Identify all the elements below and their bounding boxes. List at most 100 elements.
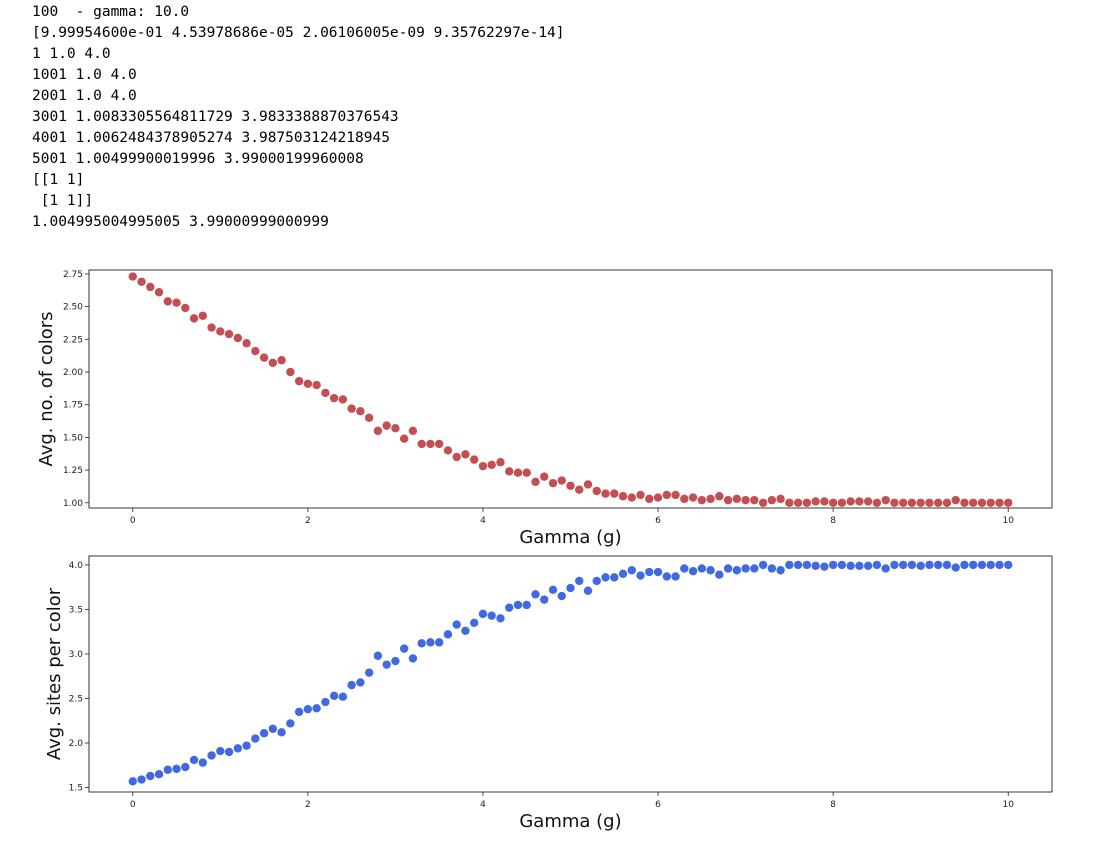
data-point [522, 600, 531, 610]
data-point [863, 561, 873, 570]
data-point [321, 388, 330, 398]
data-point [837, 498, 847, 507]
data-point [706, 494, 715, 504]
y-tick-label: 3.5 [69, 605, 83, 615]
data-point [408, 654, 418, 663]
output-line: 3001 1.0083305564811729 3.98333888703765… [32, 109, 399, 125]
data-point [583, 480, 593, 489]
y-tick-label: 2.75 [63, 270, 83, 280]
data-point [399, 434, 409, 443]
data-point [242, 339, 251, 348]
data-point [688, 566, 698, 576]
data-point [251, 346, 260, 356]
output-line: 1 1.0 4.0 [32, 46, 111, 62]
data-point [391, 656, 400, 666]
data-point [338, 395, 348, 404]
data-point [951, 563, 960, 572]
data-point [154, 288, 164, 297]
data-point [767, 495, 777, 505]
data-point [470, 618, 479, 627]
y-tick-label: 2.0 [69, 739, 84, 749]
data-point [426, 638, 435, 647]
data-point [863, 497, 873, 506]
output-line: 2001 1.0 4.0 [32, 88, 137, 104]
data-point [680, 564, 689, 573]
output-line: 1001 1.0 4.0 [32, 67, 137, 83]
data-point [898, 560, 908, 570]
data-point [583, 586, 593, 595]
data-point [820, 562, 829, 571]
data-point [259, 729, 269, 738]
data-point [671, 490, 680, 500]
data-point [181, 762, 190, 772]
data-point [207, 751, 216, 760]
data-point [505, 603, 514, 612]
data-point [557, 476, 566, 485]
y-tick-label: 2.25 [63, 335, 83, 345]
cell-output: 100 - gamma: 10.0 [9.99954600e-01 4.53978… [32, 2, 565, 233]
data-point [382, 660, 391, 669]
data-point [828, 498, 838, 507]
data-point [855, 497, 864, 506]
data-point [251, 734, 260, 743]
data-point [172, 298, 181, 307]
data-point [662, 490, 671, 500]
data-point [224, 747, 234, 757]
data-point [356, 678, 365, 687]
data-point [329, 691, 339, 701]
y-tick-label: 1.50 [63, 433, 83, 443]
data-point [303, 379, 313, 388]
output-line: 100 - gamma: 10.0 [32, 4, 190, 20]
data-point [977, 560, 987, 570]
data-point [802, 498, 812, 507]
data-point [662, 572, 671, 581]
output-line: [[1 1] [32, 172, 85, 188]
data-point [557, 591, 566, 601]
data-point [907, 498, 917, 507]
data-point [793, 560, 803, 570]
data-point [627, 493, 636, 502]
plot-area-frame [88, 555, 1053, 793]
x-tick-label: 8 [830, 516, 836, 526]
data-point [443, 446, 453, 455]
scatter-chart-2: 0 2 4 6 8 10 1.5 2.0 2.5 3.0 3.5 4.0 Gamma (g) Avg. s… [44, 555, 1053, 832]
data-point [723, 495, 733, 505]
data-point [128, 777, 137, 786]
y-tick-label: 4.0 [69, 561, 84, 571]
data-point [207, 323, 216, 332]
data-point [172, 764, 181, 774]
data-point [636, 571, 645, 580]
data-point [338, 692, 348, 701]
data-point [785, 498, 794, 507]
data-point [181, 303, 190, 313]
data-point [575, 576, 584, 586]
data-point [505, 467, 514, 476]
data-point [618, 492, 628, 501]
data-point [224, 329, 234, 339]
plot-area-frame [88, 269, 1053, 509]
data-point [513, 468, 523, 477]
data-point [146, 771, 155, 781]
y-tick-label: 1.25 [63, 466, 83, 476]
x-tick-label: 4 [480, 800, 486, 810]
data-point [653, 493, 663, 502]
data-point [750, 564, 759, 573]
x-tick-label: 8 [830, 800, 836, 810]
data-point [881, 564, 890, 573]
data-point [986, 498, 995, 507]
data-point [627, 566, 636, 575]
data-point [601, 489, 610, 498]
data-point [776, 494, 785, 504]
data-point [540, 595, 549, 604]
data-point [496, 458, 505, 467]
data-point [680, 494, 689, 504]
data-point [146, 282, 155, 292]
data-point [933, 498, 943, 507]
data-point [548, 585, 558, 595]
data-point [776, 566, 785, 575]
x-tick-label: 10 [1003, 516, 1015, 526]
y-axis-label: Avg. no. of colors [36, 311, 57, 466]
data-point [321, 697, 330, 707]
data-point [601, 573, 610, 582]
data-point [434, 439, 444, 449]
